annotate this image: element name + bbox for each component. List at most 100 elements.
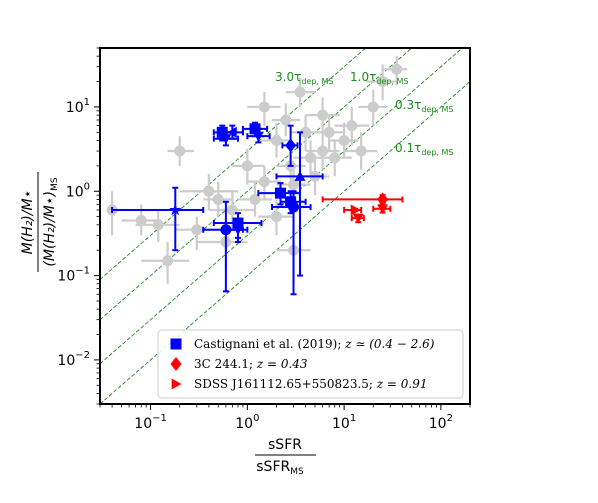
background-marker xyxy=(329,152,341,164)
series-0-marker xyxy=(252,131,264,142)
series-0-point-12 xyxy=(271,190,312,296)
legend-label-text: 3C 244.1; xyxy=(194,357,257,371)
background-marker xyxy=(191,224,203,236)
y-tick-label-exponent: 0 xyxy=(84,181,90,192)
series-2 xyxy=(343,204,365,224)
background-marker xyxy=(391,63,403,75)
x-axis-label: sSFR sSFRMS xyxy=(255,437,316,477)
series-2-point-1 xyxy=(350,213,365,224)
depletion-line-labels: 3.0τdep, MS 1.0τdep, MS0.3τdep, MS0.1τdep… xyxy=(275,70,453,157)
legend-label-math: z = 0.91 xyxy=(376,377,428,391)
depletion-line-label-3: 0.1τdep, MS xyxy=(395,141,453,157)
series-1-point-0 xyxy=(321,192,404,207)
x-tick-label-base: 10 xyxy=(134,416,152,432)
depletion-line-label-2: 0.3τdep, MS xyxy=(395,98,453,114)
y-tick-label-3: 101 xyxy=(66,97,90,116)
depletion-line-label-sub: dep, MS xyxy=(421,148,453,157)
depletion-line-label-text: 0.3τ xyxy=(395,98,421,112)
legend-marker-0 xyxy=(170,338,182,350)
background-point-13 xyxy=(258,199,294,236)
background-point-28 xyxy=(358,89,388,126)
series-0-marker xyxy=(274,187,286,199)
x-tick-label-base: 10 xyxy=(235,416,253,432)
legend-marker-2 xyxy=(171,378,182,390)
y-tick-label-exponent: −1 xyxy=(75,266,90,277)
y-tick-label-0: 10−2 xyxy=(57,350,90,369)
x-tick-label-3: 102 xyxy=(429,413,453,432)
depletion-line-label-sub: dep, MS xyxy=(421,105,453,114)
legend-label-2: SDSS J161112.65+550823.5; z = 0.91 xyxy=(194,377,428,391)
y-tick-label-base: 10 xyxy=(66,184,84,200)
background-point-17 xyxy=(285,78,315,107)
x-tick-label-exponent: −1 xyxy=(152,413,167,424)
y-tick-label-base: 10 xyxy=(66,100,84,116)
background-marker xyxy=(258,101,270,113)
series-0-marker xyxy=(285,138,297,153)
legend-label-math: z ≃ (0.4 − 2.6) xyxy=(344,337,435,351)
series-0-marker xyxy=(232,225,244,236)
background-marker xyxy=(203,185,215,197)
background-marker xyxy=(135,215,147,227)
series-0-marker xyxy=(169,203,182,216)
legend-label-text: Castignani et al. (2019); xyxy=(194,337,345,351)
background-marker xyxy=(305,152,317,164)
background-marker xyxy=(212,193,224,205)
background-point-9 xyxy=(237,181,273,217)
background-marker xyxy=(323,126,335,138)
background-marker xyxy=(300,126,312,138)
series-0-point-4 xyxy=(246,127,271,144)
series-1-point-1 xyxy=(372,204,392,215)
background-point-27 xyxy=(344,132,378,170)
background-point-12 xyxy=(261,122,291,158)
series-0-point-5 xyxy=(281,124,299,167)
series-0-marker xyxy=(285,196,297,208)
background-marker xyxy=(288,179,300,191)
y-axis-label-denominator-sub: MS xyxy=(50,177,60,191)
background-point-5 xyxy=(179,174,238,210)
x-tick-label-1: 100 xyxy=(235,413,259,432)
depletion-line-2 xyxy=(100,48,464,365)
legend-label-1: 3C 244.1; z = 0.43 xyxy=(194,357,308,371)
y-tick-label-2: 100 xyxy=(66,181,90,200)
background-marker xyxy=(338,134,350,146)
series-0-marker xyxy=(249,123,261,135)
legend-box xyxy=(157,329,464,399)
background-marker xyxy=(294,86,306,98)
depletion-line-label-text: 0.1τ xyxy=(395,141,421,155)
x-tick-label-2: 101 xyxy=(332,413,356,432)
background-marker xyxy=(241,160,253,172)
background-point-3 xyxy=(167,136,194,166)
series-0 xyxy=(111,121,324,296)
y-tick-label-exponent: −2 xyxy=(75,350,90,361)
legend-marker-1 xyxy=(170,357,182,371)
background-marker xyxy=(317,109,329,121)
legend-label-text: SDSS J161112.65+550823.5; xyxy=(194,377,377,391)
y-tick-label-1: 10−1 xyxy=(57,266,90,285)
y-axis-label-denominator: (M(H₂)/M⋆)MS xyxy=(42,177,60,266)
x-tick-label-0: 10−1 xyxy=(134,413,167,432)
y-tick-label-base: 10 xyxy=(57,269,75,285)
background-marker xyxy=(258,176,270,188)
series-0-point-13 xyxy=(275,131,324,277)
series-2-marker xyxy=(352,213,364,224)
background-point-2 xyxy=(135,209,180,243)
x-axis-label-denominator: sSFRMS xyxy=(256,459,304,477)
background-point-8 xyxy=(232,148,265,185)
series-2-marker xyxy=(350,204,361,216)
background-point-30 xyxy=(382,56,408,86)
background-marker xyxy=(317,145,329,157)
background-marker xyxy=(367,101,379,113)
depletion-line-label-text: 1.0τ xyxy=(350,70,376,84)
x-axis-label-denominator-text: sSFR xyxy=(256,459,290,475)
depletion-line-1 xyxy=(100,48,413,321)
series-1-marker xyxy=(377,192,389,207)
plot-frame xyxy=(99,47,471,405)
series-0-point-6 xyxy=(111,186,205,252)
background-marker xyxy=(355,145,367,157)
background-point-26 xyxy=(334,106,369,146)
x-tick-label-exponent: 0 xyxy=(253,413,259,424)
y-tick-label-exponent: 1 xyxy=(84,97,90,108)
legend: Castignani et al. (2019); z ≃ (0.4 − 2.6… xyxy=(157,329,464,399)
